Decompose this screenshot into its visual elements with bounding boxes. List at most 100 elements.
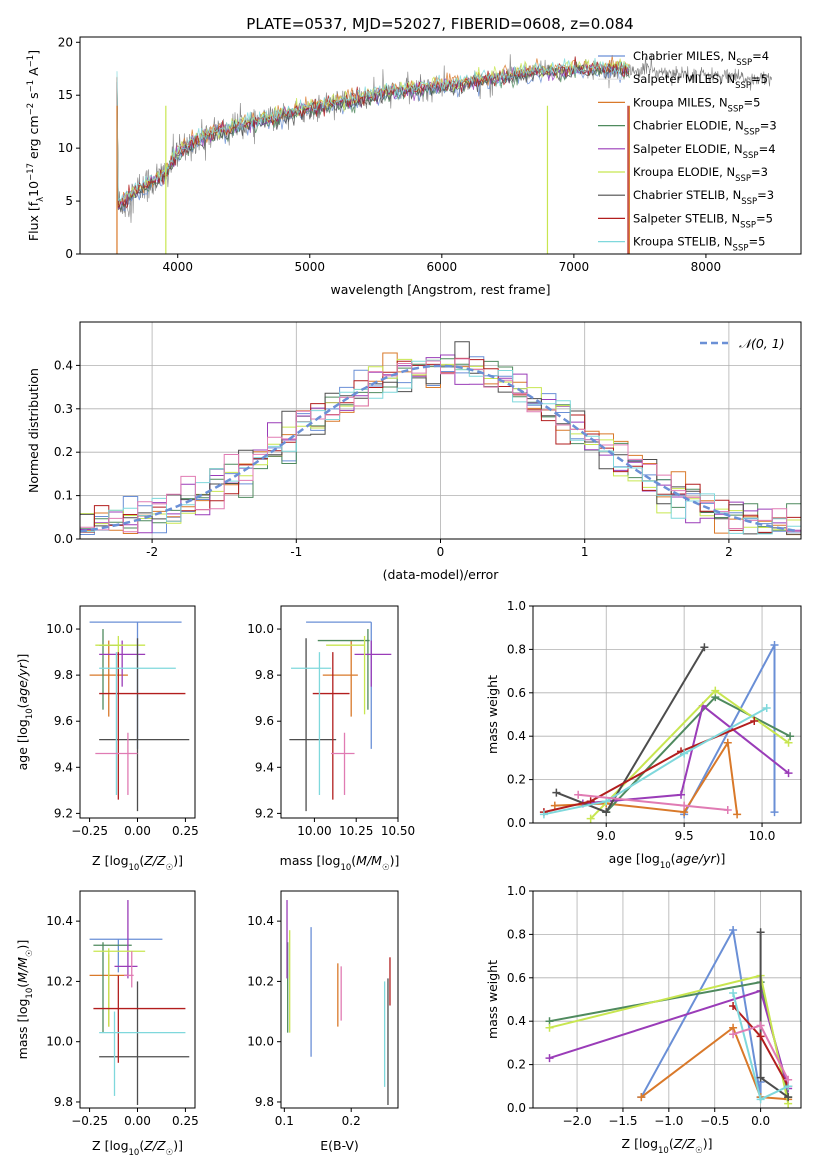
y-tick-label: 0.6 <box>507 686 526 700</box>
axes-frame: 10.00 10.25 10.50 9.2 9.4 9.6 9.8 10.0 mass [log… <box>247 605 415 873</box>
legend-label: Chabrier MILES, NSSP=4 <box>633 49 769 68</box>
label-part: =4 <box>759 142 776 156</box>
legend-label: Salpeter ELODIE, NSSP=4 <box>633 142 776 161</box>
y-axis-label: Normed distribution <box>26 368 41 493</box>
data-point <box>602 808 611 817</box>
label-part: Flux [f <box>26 201 41 241</box>
data-point <box>723 738 732 747</box>
y-tick-label: 15 <box>58 88 73 102</box>
label-part: =3 <box>757 188 774 202</box>
label-part: M/M <box>15 957 30 983</box>
label-part: )] <box>716 851 726 866</box>
data-point <box>545 1054 554 1063</box>
y-tick-label: 9.8 <box>255 668 274 682</box>
mass-weight-line <box>543 707 768 816</box>
label-part: Salpeter STELIB, N <box>633 211 740 225</box>
figure-title: PLATE=0537, MJD=52027, FIBERID=0608, z=0… <box>246 15 633 33</box>
y-tick-label: 10.0 <box>46 1035 73 1049</box>
label-part: 10 <box>25 988 35 999</box>
data-point <box>770 641 779 650</box>
data-point <box>784 738 793 747</box>
legend-label: Salpeter STELIB, NSSP=5 <box>633 211 773 230</box>
y-tick-label: 9.4 <box>54 760 73 774</box>
data-point <box>723 805 732 814</box>
axes-border <box>280 605 399 819</box>
legend-label: Kroupa STELIB, NSSP=5 <box>633 235 765 254</box>
x-tick-label: −1.0 <box>654 1114 683 1128</box>
y-tick-label: 20 <box>58 35 73 49</box>
y-axis-label: mass weight <box>485 960 500 1039</box>
data-point <box>552 788 561 797</box>
data-point <box>729 1030 738 1039</box>
x-tick-label: 10.00 <box>297 824 331 838</box>
data-point <box>770 808 779 817</box>
x-tick-label: 6000 <box>427 260 458 274</box>
label-part: Z [log <box>622 1136 658 1151</box>
plot-content <box>289 621 392 812</box>
legend-label: Chabrier ELODIE, NSSP=3 <box>633 119 777 138</box>
label-part: )] <box>173 1138 183 1153</box>
label-part: erg cm <box>26 115 41 163</box>
x-tick-label: 0.00 <box>124 824 151 838</box>
data-point <box>729 926 738 935</box>
x-tick-label: -1 <box>290 545 302 559</box>
data-point <box>574 790 583 799</box>
label-part: )] <box>390 853 400 868</box>
data-point <box>786 732 795 741</box>
data-point <box>637 1093 646 1102</box>
y-tick-label: 0.2 <box>54 445 73 459</box>
model-spectrum <box>116 58 630 203</box>
y-tick-label: 1.0 <box>507 884 526 898</box>
x-tick-label: 10.50 <box>381 824 415 838</box>
y-tick-label: 9.6 <box>54 714 73 728</box>
plot-content <box>80 341 801 536</box>
axes-frame: −0.25 0.00 0.259.810.010.210.4Z [log10(Z/Z… <box>15 890 199 1158</box>
axes-frame: −0.25 0.00 0.259.29.49.69.810.0Z [log10(Z/… <box>15 605 199 873</box>
plot-area <box>281 891 398 1108</box>
y-tick-label: 9.4 <box>255 760 274 774</box>
axes-mw_vs_age: 9.0 9.5 10.0 0.0 0.2 0.4 0.6 0.8 1.0 age [log10(a… <box>485 599 802 871</box>
label-part: ( <box>15 703 30 708</box>
y-axis-label: age [log10(age/yr)] <box>15 654 35 771</box>
label-part: ] <box>26 50 41 55</box>
y-axis-label: mass [log10(M/M☉)] <box>15 940 35 1060</box>
x-tick-label: 0.25 <box>172 824 199 838</box>
label-part: =5 <box>756 211 773 225</box>
data-point <box>586 814 595 823</box>
label-part: ☉ <box>695 1146 703 1156</box>
label-part: SSP <box>736 58 752 68</box>
label-part: Chabrier MILES, N <box>633 49 736 63</box>
label-part: 10 <box>340 863 351 873</box>
data-point <box>756 1073 765 1082</box>
data-point <box>784 1093 793 1102</box>
plot-content <box>539 641 795 823</box>
x-tick-label: 0.1 <box>275 1114 294 1128</box>
x-axis-label: E(B-V) <box>320 1138 359 1153</box>
y-axis-label: Flux [fλ10−17 erg cm−2 s−1 A−1] <box>26 50 46 241</box>
data-point <box>545 1023 554 1032</box>
label-part: M/M <box>356 853 382 868</box>
x-tick-label: 0.00 <box>124 1114 151 1128</box>
label-part: age [log <box>15 719 30 770</box>
label-part: ( <box>139 853 144 868</box>
x-tick-label: 0.0 <box>751 1114 770 1128</box>
plot-content <box>116 54 772 254</box>
data-point <box>550 801 559 810</box>
plot-content <box>286 900 391 1105</box>
y-tick-label: 10.2 <box>247 974 274 988</box>
label-part: Salpeter MILES, N <box>633 72 735 86</box>
y-tick-label: 0.8 <box>507 927 526 941</box>
y-tick-label: 10.0 <box>247 1035 274 1049</box>
y-tick-label: 0.2 <box>507 773 526 787</box>
axes-frame: 0.1 0.2 9.8 10.0 10.2 10.4 E(B-V) <box>247 890 399 1153</box>
label-part: s <box>26 92 41 103</box>
x-tick-label: 9.5 <box>675 829 694 843</box>
y-tick-label: 0.3 <box>54 402 73 416</box>
label-part: ☉ <box>382 863 390 873</box>
data-point <box>784 1075 793 1084</box>
x-axis-label: Z [log10(Z/Z☉)] <box>622 1136 713 1156</box>
plot-content <box>545 926 793 1108</box>
y-tick-label: 10.2 <box>46 974 73 988</box>
